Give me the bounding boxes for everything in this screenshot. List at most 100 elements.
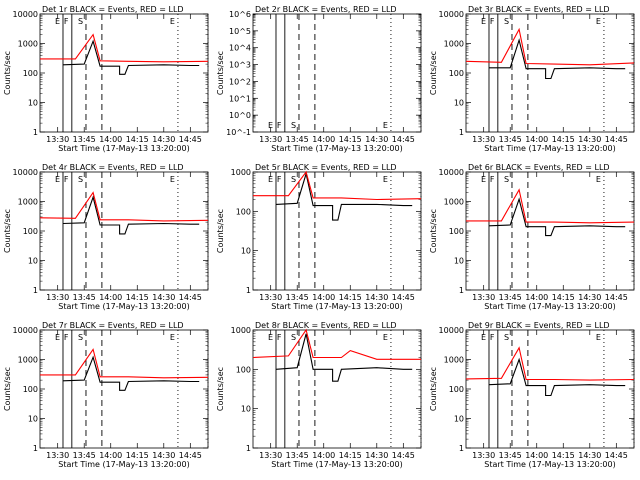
event-marker-label: E	[55, 175, 60, 184]
event-marker-label: E	[170, 17, 175, 26]
series-line-lld	[252, 328, 421, 360]
event-marker-label: E	[596, 175, 601, 184]
y-tick-label: 10^-1	[226, 128, 251, 137]
x-tick-label: 14:30	[578, 293, 601, 302]
y-tick-label: 10000	[13, 168, 38, 177]
x-tick-label: 13:30	[259, 293, 282, 302]
x-tick-label: 14:45	[179, 293, 202, 302]
x-tick-label: 14:45	[605, 451, 628, 460]
y-tick-label: 10	[241, 247, 251, 256]
event-marker-label: S	[78, 17, 83, 26]
event-marker-label: E	[268, 333, 273, 342]
x-tick-label: 13:45	[499, 451, 522, 460]
x-tick-label: 14:30	[152, 135, 175, 144]
plot-frame	[39, 171, 209, 291]
event-marker-label: S	[78, 333, 83, 342]
y-axis-label: Counts/sec	[429, 209, 438, 253]
y-tick-label: 1	[33, 286, 38, 295]
event-marker-label: F	[64, 333, 69, 342]
y-tick-label: 1000	[231, 326, 251, 335]
x-tick-label: 13:45	[73, 451, 96, 460]
panel-det-3: Det 3r BLACK = Events, RED = LLD 1 10 100 10…	[429, 5, 635, 153]
event-marker-label: E	[383, 175, 388, 184]
x-axis-label: Start Time (17-May-13 13:20:00)	[58, 144, 189, 153]
x-tick-label: 14:00	[525, 451, 548, 460]
event-marker-label: F	[277, 175, 282, 184]
y-tick-label: 100	[236, 207, 251, 216]
y-tick-label: 10^6	[229, 10, 251, 19]
event-marker-label: E	[596, 17, 601, 26]
x-tick-label: 13:30	[46, 135, 69, 144]
y-tick-label: 1000	[18, 198, 38, 207]
x-tick-label: 14:45	[392, 293, 415, 302]
event-marker-label: F	[277, 121, 282, 130]
x-tick-label: 14:45	[179, 135, 202, 144]
event-marker-label: E	[170, 333, 175, 342]
event-marker-label: S	[291, 175, 296, 184]
y-tick-label: 10^3	[229, 61, 251, 70]
y-tick-label: 1000	[444, 198, 464, 207]
event-marker-label: S	[504, 175, 509, 184]
x-tick-label: 14:00	[525, 135, 548, 144]
y-tick-label: 10000	[13, 326, 38, 335]
y-axis-label: Counts/sec	[216, 367, 225, 411]
x-tick-label: 13:45	[499, 293, 522, 302]
event-marker-label: E	[481, 333, 486, 342]
y-tick-label: 1	[33, 128, 38, 137]
plot-frame	[39, 13, 209, 133]
event-marker-label: S	[504, 17, 509, 26]
series-line-events	[275, 171, 413, 221]
chart-title: Det 4r BLACK = Events, RED = LLD	[42, 163, 184, 172]
y-tick-label: 100	[449, 227, 464, 236]
y-axis-label: Counts/sec	[3, 367, 12, 411]
plot-frame	[252, 171, 422, 291]
event-marker-label: F	[64, 175, 69, 184]
x-tick-label: 14:00	[99, 293, 122, 302]
y-tick-label: 1	[459, 286, 464, 295]
panel-det-7: Det 7r BLACK = Events, RED = LLD 1 10 100 10…	[3, 321, 209, 469]
event-marker-label: E	[170, 175, 175, 184]
event-marker-label: S	[291, 121, 296, 130]
x-tick-label: 14:30	[365, 451, 388, 460]
x-axis-label: Start Time (17-May-13 13:20:00)	[58, 460, 189, 469]
panel-det-8: Det 8r BLACK = Events, RED = LLD 1 10 100 10…	[216, 321, 422, 469]
x-tick-label: 13:30	[259, 451, 282, 460]
x-tick-label: 13:30	[259, 135, 282, 144]
x-axis-label: Start Time (17-May-13 13:20:00)	[271, 460, 402, 469]
series-line-lld	[465, 27, 635, 66]
x-tick-label: 14:45	[392, 135, 415, 144]
x-axis-label: Start Time (17-May-13 13:20:00)	[484, 144, 615, 153]
x-tick-label: 13:45	[73, 293, 96, 302]
event-marker-label: E	[383, 333, 388, 342]
event-marker-label: E	[383, 121, 388, 130]
x-tick-label: 13:45	[286, 293, 309, 302]
panel-det-6: Det 6r BLACK = Events, RED = LLD 1 10 100 10…	[429, 163, 635, 311]
y-tick-label: 10	[28, 99, 38, 108]
y-tick-label: 10	[454, 415, 464, 424]
x-tick-label: 14:15	[552, 293, 575, 302]
chart-title: Det 7r BLACK = Events, RED = LLD	[42, 321, 184, 330]
panel-det-5: Det 5r BLACK = Events, RED = LLD 1 10 100 10…	[216, 163, 422, 311]
event-marker-label: E	[481, 175, 486, 184]
event-marker-label: F	[490, 333, 495, 342]
series-line-events	[488, 197, 626, 237]
y-tick-label: 10000	[439, 168, 464, 177]
chart-title: Det 6r BLACK = Events, RED = LLD	[468, 163, 610, 172]
x-axis-label: Start Time (17-May-13 13:20:00)	[271, 302, 402, 311]
y-tick-label: 10^1	[229, 94, 251, 103]
series-line-events	[62, 355, 200, 391]
y-tick-label: 100	[23, 69, 38, 78]
event-marker-label: E	[596, 333, 601, 342]
x-tick-label: 14:00	[312, 451, 335, 460]
series-line-lld	[253, 170, 422, 201]
plot-frame	[252, 13, 422, 133]
y-axis-label: Counts/sec	[3, 51, 12, 95]
y-axis-label: Counts/sec	[216, 209, 225, 253]
x-tick-label: 14:15	[339, 451, 362, 460]
y-tick-label: 1000	[444, 40, 464, 49]
x-tick-label: 14:30	[578, 135, 601, 144]
y-tick-label: 10	[241, 405, 251, 414]
x-tick-label: 13:45	[73, 135, 96, 144]
y-tick-label: 1000	[18, 40, 38, 49]
x-tick-label: 14:15	[126, 451, 149, 460]
